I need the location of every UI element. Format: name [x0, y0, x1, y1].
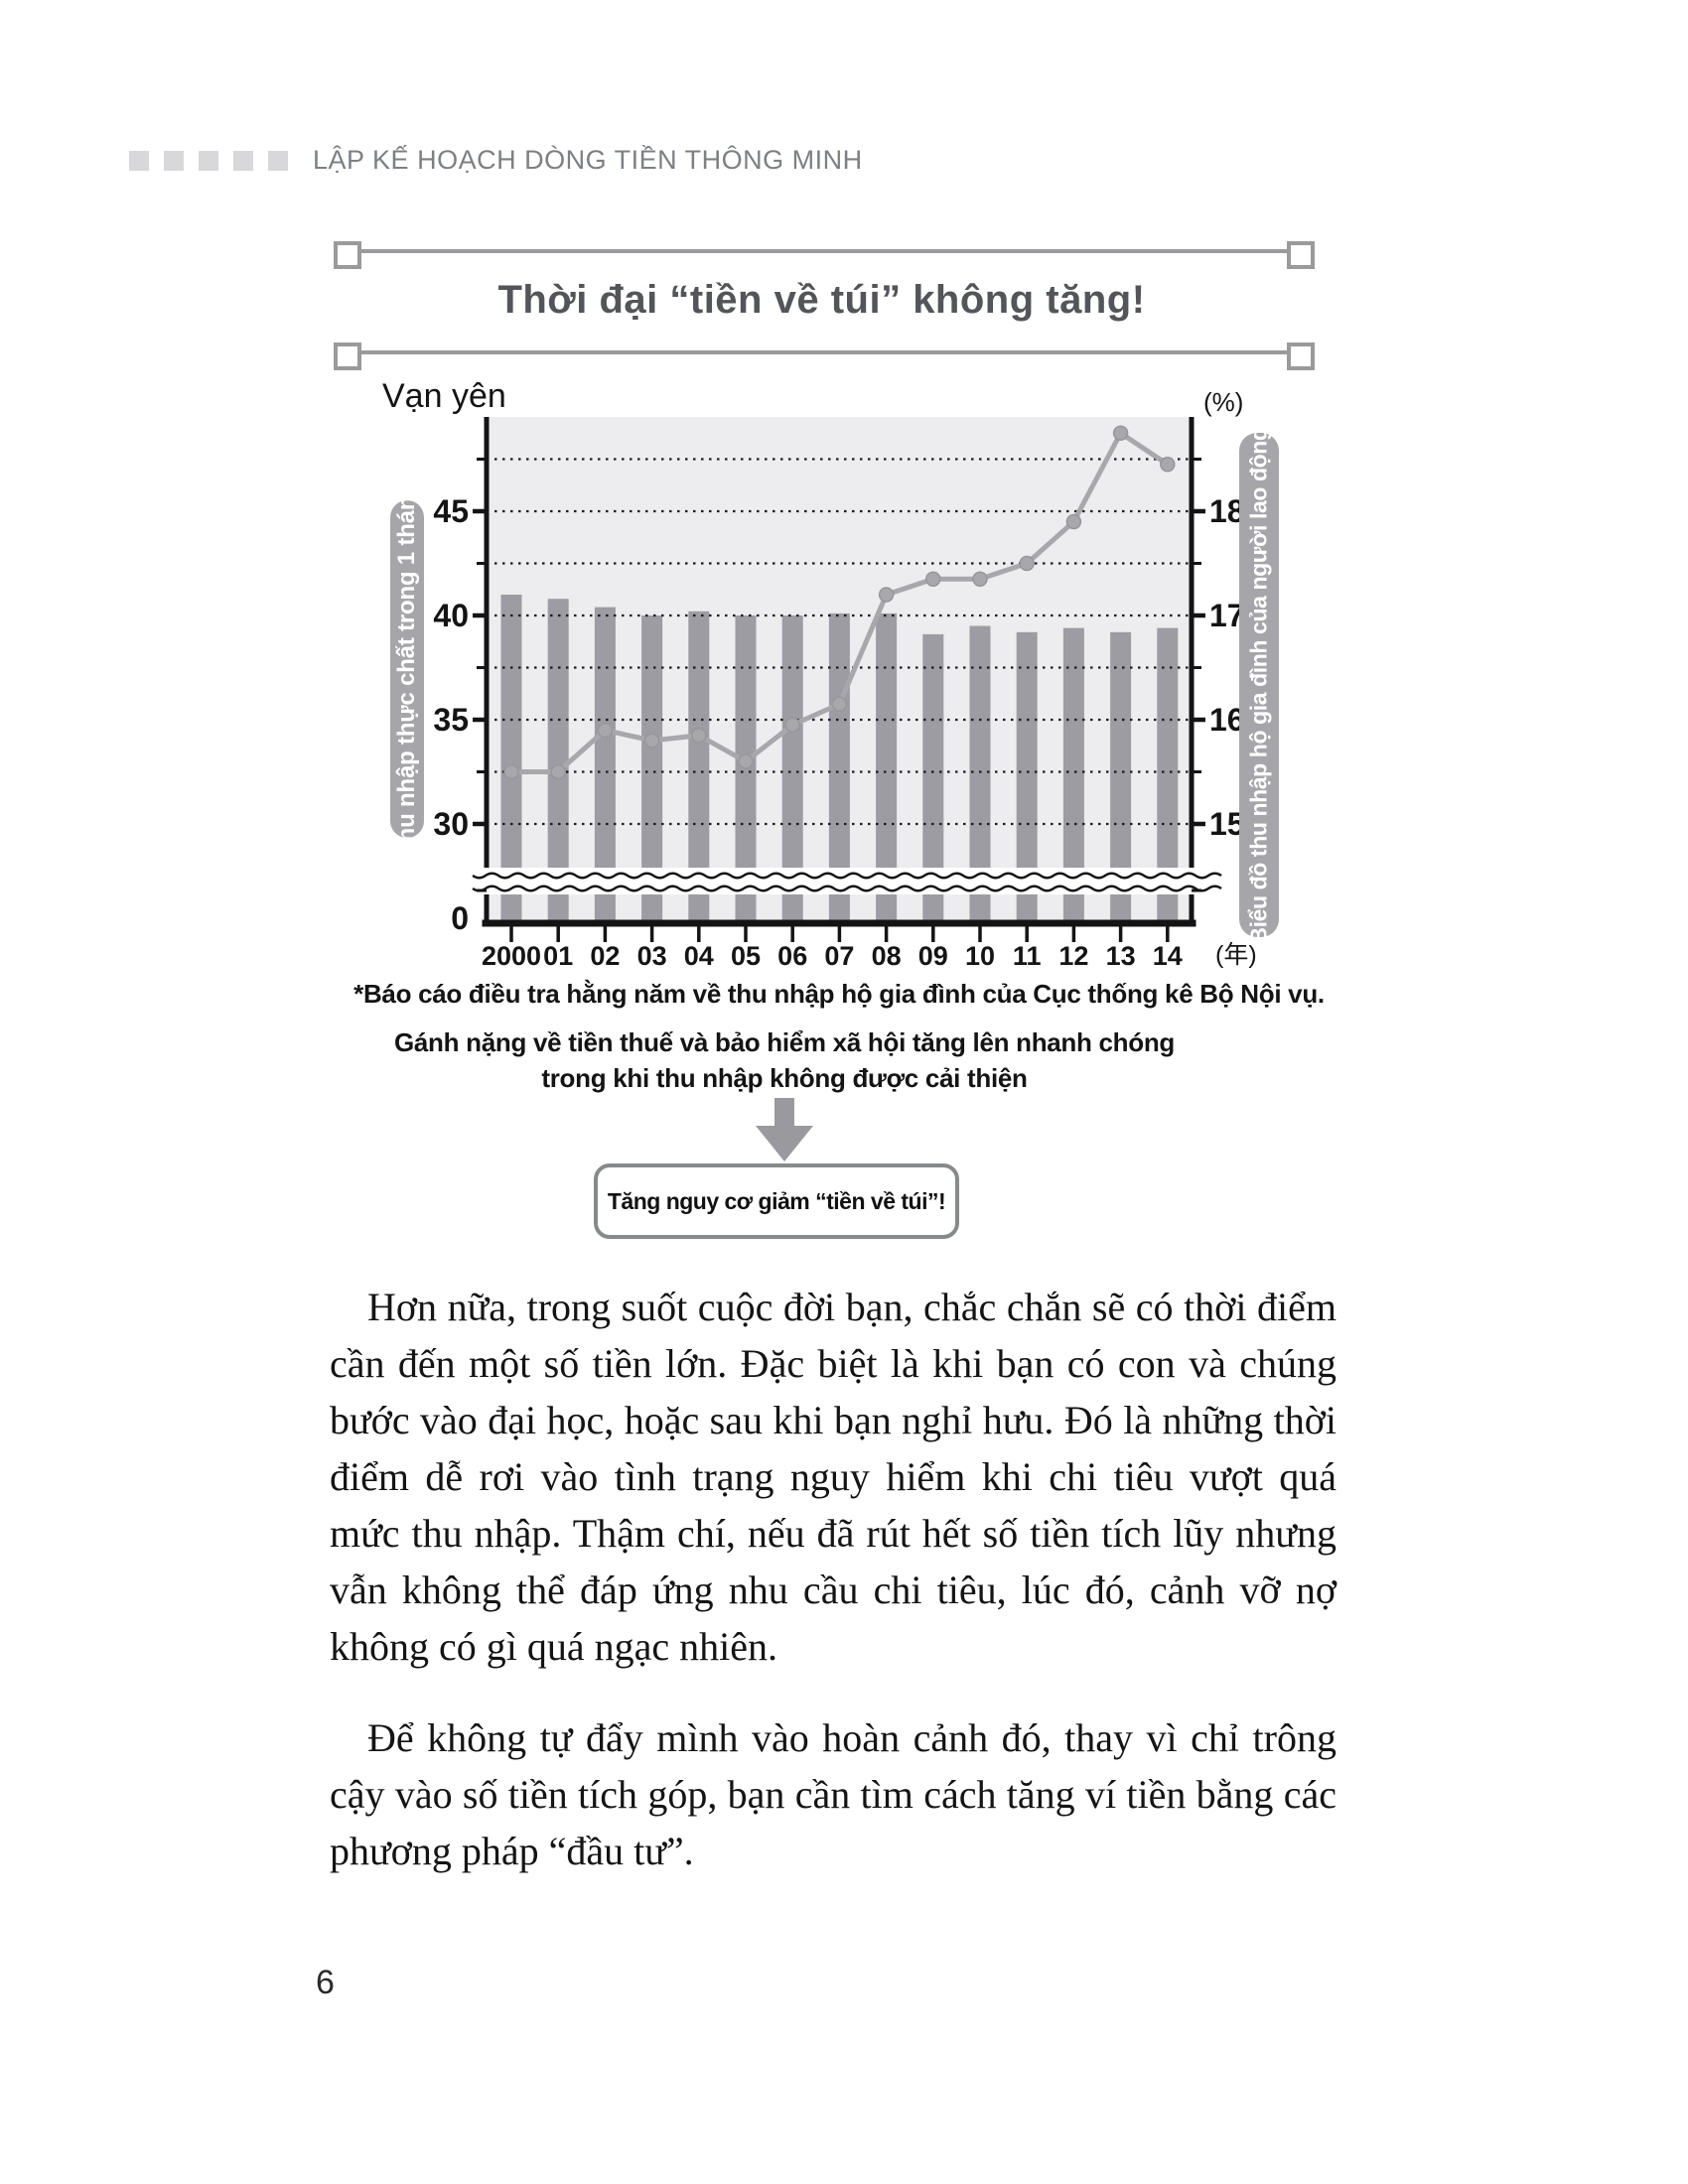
x-label-02: 02 [590, 941, 620, 971]
x-label-01: 01 [543, 941, 573, 971]
right-tick-label: 17 [1209, 598, 1245, 633]
rule-end-square-icon [1287, 342, 1315, 370]
line-point-04 [691, 728, 707, 744]
left-tick-label: 35 [433, 702, 469, 738]
axis-break-wave [472, 885, 1222, 892]
running-header-title: LẬP KẾ HOẠCH DÒNG TIỀN THÔNG MINH [313, 145, 863, 175]
bar-09 [922, 633, 944, 923]
x-label-12: 12 [1058, 941, 1088, 971]
header-square-icon [268, 150, 288, 171]
figure-rule-top [346, 249, 1297, 253]
x-label-14: 14 [1153, 941, 1183, 971]
right-axis-series-pill: Biểu đồ thu nhập hộ gia đình của người l… [1239, 427, 1279, 943]
left-axis-series-label: Thu nhập thực chất trong 1 tháng [393, 481, 420, 857]
right-tick-label: 16 [1209, 702, 1245, 738]
x-label-09: 09 [918, 941, 948, 971]
bar-06 [781, 615, 803, 923]
rule-end-square-icon [1287, 241, 1315, 269]
rule-end-square-icon [334, 241, 361, 269]
left-zero-label: 0 [451, 900, 469, 936]
body-paragraph-2: Để không tự đẩy mình vào hoàn cảnh đó, t… [330, 1715, 1336, 1873]
bar-01 [547, 599, 569, 923]
bar-2000 [500, 595, 522, 923]
conclusion-text: Tăng nguy cơ giảm “tiền về túi”! [607, 1187, 946, 1214]
left-tick-label: 45 [433, 493, 469, 529]
right-tick-label: 15 [1209, 806, 1245, 842]
left-axis-series-pill: Thu nhập thực chất trong 1 tháng [390, 481, 424, 857]
x-label-06: 06 [777, 941, 807, 971]
bar-13 [1110, 631, 1132, 923]
conclusion-box: Tăng nguy cơ giảm “tiền về túi”! [594, 1163, 959, 1239]
bar-04 [688, 611, 710, 923]
left-axis-unit-label: Vạn yên [382, 377, 506, 415]
income-chart-canvas: 2000 01 02 03 04 05 06 07 08 09 10 11 12 13 14 (年) 45 40 3… [382, 377, 1257, 971]
line-point-02 [597, 722, 614, 739]
figure-rule-bottom [346, 350, 1297, 354]
x-label-05: 05 [731, 941, 761, 971]
rule-end-square-icon [334, 342, 361, 370]
left-tick-label: 30 [433, 806, 469, 842]
right-axis-series-label: Biểu đồ thu nhập hộ gia đình của người l… [1245, 426, 1272, 944]
line-point-09 [925, 571, 941, 587]
line-point-08 [878, 587, 895, 603]
chart-caption: Gánh nặng về tiền thuế và bảo hiểm xã hộ… [288, 1024, 1281, 1096]
header-square-icon [164, 150, 184, 171]
header-square-icon [129, 150, 149, 171]
line-point-10 [972, 571, 988, 587]
line-point-12 [1065, 513, 1082, 530]
bar-10 [969, 625, 991, 923]
left-tick-label: 40 [433, 598, 469, 633]
x-unit-label: (年) [1215, 941, 1257, 969]
x-label-04: 04 [684, 941, 714, 971]
page-number: 6 [316, 1964, 335, 2001]
bar-02 [594, 607, 616, 923]
down-arrow-icon [750, 1098, 819, 1168]
x-label-2000: 2000 [482, 941, 541, 971]
line-point-11 [1019, 555, 1035, 572]
bar-08 [876, 613, 898, 923]
x-label-13: 13 [1106, 941, 1136, 971]
figure-title: Thời đại “tiền về túi” không tăng! [497, 278, 1146, 322]
line-point-07 [831, 696, 848, 712]
bar-14 [1157, 627, 1179, 923]
axis-break-wave [472, 872, 1222, 880]
header-square-icon [199, 150, 218, 171]
x-label-08: 08 [872, 941, 902, 971]
bar-05 [735, 615, 757, 923]
chart-caption-line1: Gánh nặng về tiền thuế và bảo hiểm xã hộ… [393, 1027, 1176, 1057]
bar-12 [1062, 627, 1084, 923]
bar-03 [641, 615, 663, 923]
line-point-01 [550, 763, 566, 780]
running-header: LẬP KẾ HOẠCH DÒNG TIỀN THÔNG MINH [129, 145, 863, 176]
body-text: Hơn nữa, trong suốt cuộc đời bạn, chắc c… [330, 1279, 1336, 1914]
header-square-icon [233, 150, 253, 171]
bar-11 [1016, 631, 1038, 923]
line-point-03 [643, 733, 660, 749]
line-point-14 [1160, 457, 1176, 473]
right-axis-unit-label: (%) [1203, 387, 1243, 417]
x-label-11: 11 [1013, 941, 1042, 971]
line-point-06 [784, 717, 800, 733]
body-paragraph-1: Hơn nữa, trong suốt cuộc đời bạn, chắc c… [330, 1285, 1336, 1669]
line-point-2000 [503, 763, 519, 780]
income-chart: 2000 01 02 03 04 05 06 07 08 09 10 11 12 13 14 (年) 45 40 3… [278, 377, 1331, 998]
right-tick-label: 18 [1209, 493, 1245, 529]
line-point-13 [1112, 425, 1129, 441]
header-squares-icon [129, 150, 288, 171]
x-label-07: 07 [824, 941, 854, 971]
chart-source-footnote: *Báo cáo điều tra hằng năm về thu nhập h… [353, 979, 1325, 1009]
chart-caption-line2: trong khi thu nhập không được cải thiện [541, 1063, 1028, 1093]
line-point-05 [738, 753, 754, 769]
x-label-03: 03 [637, 941, 667, 971]
x-label-10: 10 [965, 941, 995, 971]
